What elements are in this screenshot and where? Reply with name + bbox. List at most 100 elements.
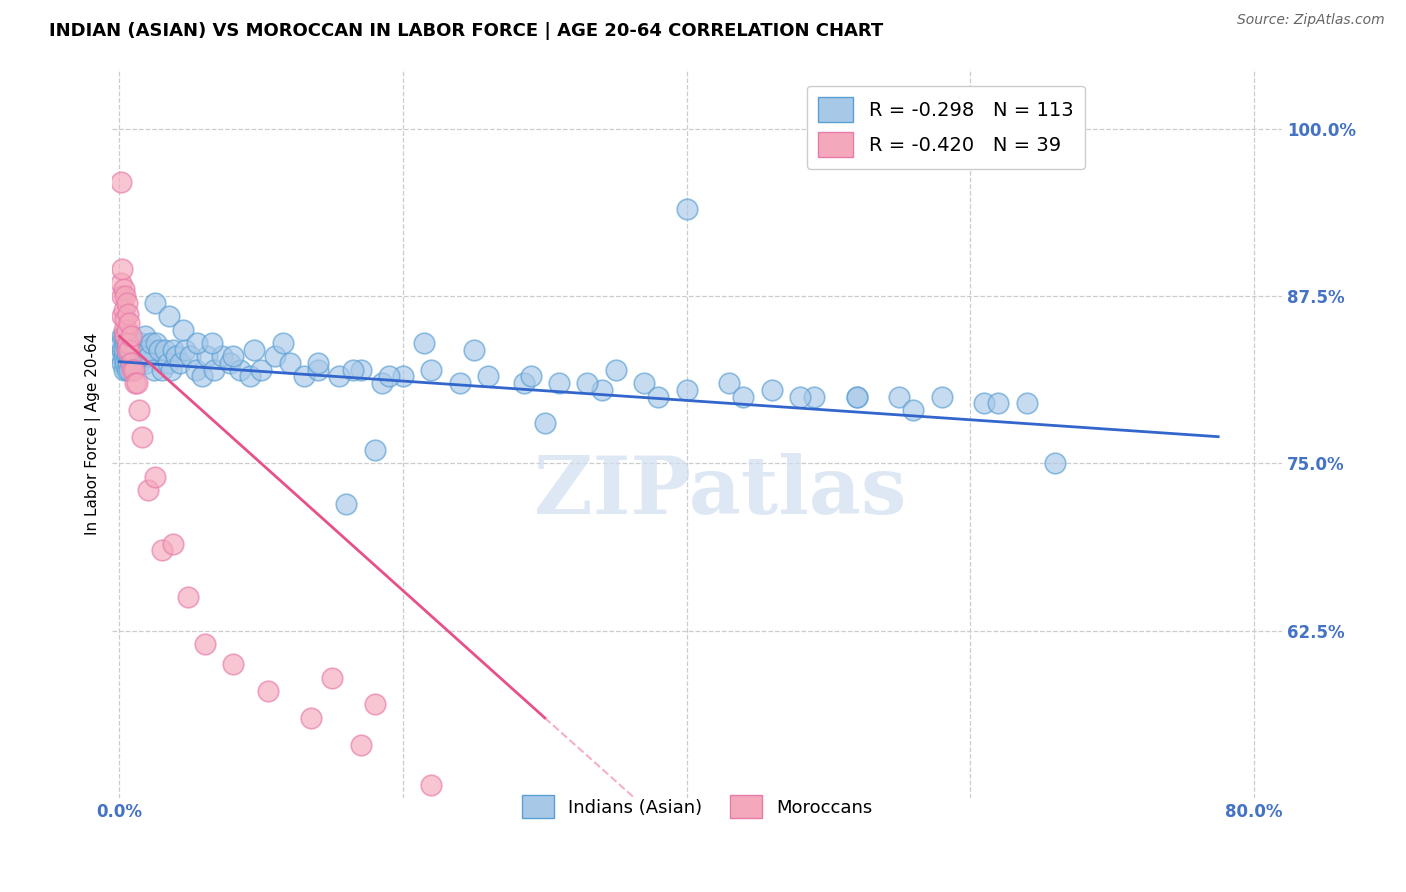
- Point: [118, 363, 141, 377]
- Point: [153, 343, 176, 357]
- Point: [197, 350, 219, 364]
- Point: [463, 343, 485, 357]
- Point: [378, 369, 401, 384]
- Point: [845, 390, 868, 404]
- Point: [264, 350, 287, 364]
- Point: [973, 396, 995, 410]
- Point: [110, 175, 132, 189]
- Point: [845, 390, 868, 404]
- Point: [413, 335, 436, 350]
- Point: [115, 343, 138, 357]
- Point: [190, 369, 212, 384]
- Point: [136, 343, 159, 357]
- Point: [120, 329, 142, 343]
- Point: [219, 356, 242, 370]
- Point: [121, 350, 143, 364]
- Point: [120, 356, 142, 370]
- Point: [114, 329, 136, 343]
- Point: [548, 376, 571, 391]
- Point: [111, 309, 134, 323]
- Point: [761, 383, 783, 397]
- Point: [675, 383, 697, 397]
- Point: [139, 335, 162, 350]
- Point: [132, 350, 155, 364]
- Point: [420, 778, 443, 792]
- Point: [420, 363, 443, 377]
- Point: [120, 356, 142, 370]
- Point: [931, 390, 953, 404]
- Point: [114, 289, 136, 303]
- Point: [118, 316, 141, 330]
- Point: [131, 343, 153, 357]
- Point: [222, 350, 245, 364]
- Point: [257, 684, 280, 698]
- Point: [533, 417, 555, 431]
- Point: [122, 356, 145, 370]
- Point: [136, 483, 159, 498]
- Point: [349, 738, 371, 752]
- Point: [111, 262, 134, 277]
- Point: [122, 363, 145, 377]
- Point: [292, 369, 315, 384]
- Point: [449, 376, 471, 391]
- Point: [112, 322, 135, 336]
- Point: [117, 306, 139, 320]
- Point: [124, 376, 146, 391]
- Point: [211, 350, 233, 364]
- Point: [987, 396, 1010, 410]
- Point: [143, 295, 166, 310]
- Y-axis label: In Labor Force | Age 20-64: In Labor Force | Age 20-64: [86, 332, 101, 534]
- Point: [110, 335, 132, 350]
- Point: [145, 335, 167, 350]
- Point: [110, 276, 132, 290]
- Point: [117, 329, 139, 343]
- Point: [120, 329, 142, 343]
- Point: [128, 356, 150, 370]
- Point: [321, 671, 343, 685]
- Point: [186, 335, 208, 350]
- Point: [193, 637, 215, 651]
- Point: [115, 363, 138, 377]
- Point: [250, 363, 273, 377]
- Point: [115, 322, 138, 336]
- Point: [111, 356, 134, 370]
- Point: [156, 356, 179, 370]
- Point: [371, 376, 394, 391]
- Point: [307, 356, 329, 370]
- Point: [159, 363, 181, 377]
- Point: [363, 443, 385, 458]
- Point: [115, 343, 138, 357]
- Point: [143, 470, 166, 484]
- Point: [204, 363, 226, 377]
- Point: [222, 657, 245, 672]
- Point: [118, 350, 141, 364]
- Point: [112, 282, 135, 296]
- Point: [718, 376, 741, 391]
- Point: [349, 363, 371, 377]
- Point: [114, 356, 136, 370]
- Point: [201, 335, 224, 350]
- Point: [112, 302, 135, 317]
- Point: [633, 376, 655, 391]
- Point: [477, 369, 499, 384]
- Point: [128, 403, 150, 417]
- Point: [299, 711, 322, 725]
- Point: [342, 363, 364, 377]
- Point: [647, 390, 669, 404]
- Point: [229, 363, 252, 377]
- Point: [112, 329, 135, 343]
- Point: [512, 376, 534, 391]
- Point: [114, 329, 136, 343]
- Point: [118, 343, 141, 357]
- Point: [115, 295, 138, 310]
- Point: [122, 343, 145, 357]
- Point: [125, 343, 148, 357]
- Point: [335, 497, 357, 511]
- Point: [121, 335, 143, 350]
- Point: [121, 363, 143, 377]
- Point: [129, 335, 152, 350]
- Point: [162, 343, 184, 357]
- Point: [138, 350, 160, 364]
- Point: [278, 356, 301, 370]
- Point: [172, 322, 194, 336]
